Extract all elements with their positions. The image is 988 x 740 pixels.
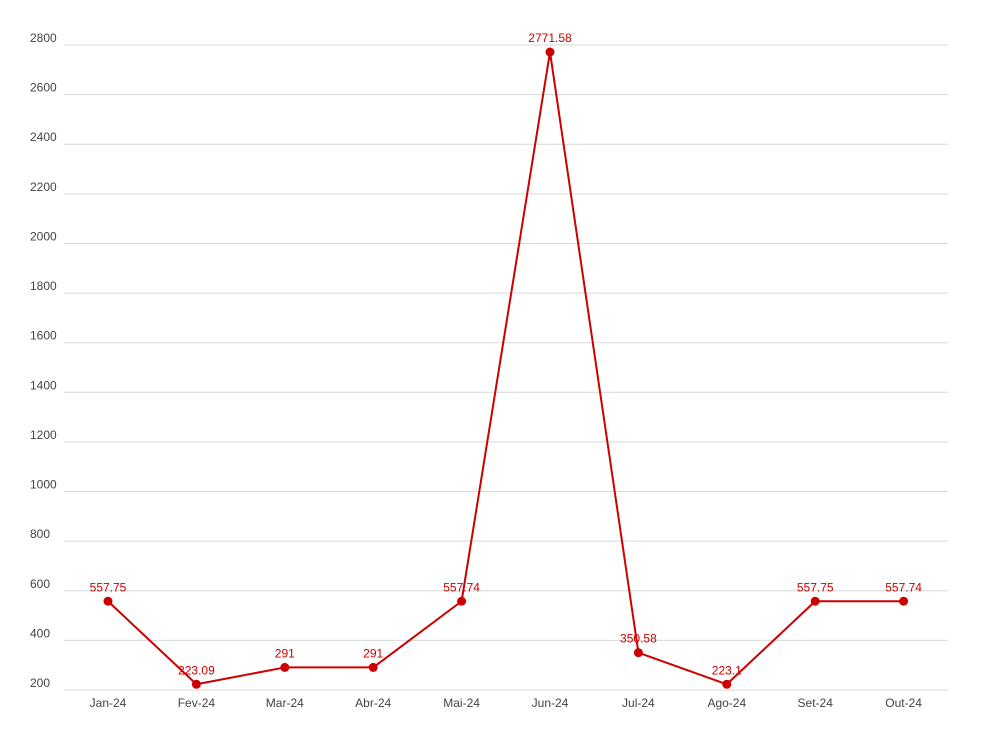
data-label: 350.58 <box>620 632 657 646</box>
data-point <box>368 662 378 672</box>
data-label: 291 <box>363 646 383 660</box>
data-point <box>810 596 820 606</box>
data-points <box>103 47 909 689</box>
y-tick-label: 1000 <box>30 478 57 492</box>
x-tick-label: Jan-24 <box>90 696 127 710</box>
y-tick-label: 1200 <box>30 428 57 442</box>
y-tick-label: 800 <box>30 527 50 541</box>
data-point <box>899 596 909 606</box>
data-point <box>722 679 732 689</box>
y-tick-label: 1600 <box>30 329 57 343</box>
x-tick-label: Mai-24 <box>443 696 480 710</box>
series-line <box>107 51 905 686</box>
x-tick-label: Jul-24 <box>622 696 655 710</box>
y-tick-label: 2400 <box>30 130 57 144</box>
y-tick-label: 1400 <box>30 378 57 392</box>
y-tick-label: 400 <box>30 626 50 640</box>
grid-lines <box>64 44 948 691</box>
data-point <box>103 596 113 606</box>
data-labels: 557.75 223.09 291 291 557.74 2771.58 350.58 223… <box>90 31 923 677</box>
x-tick-label: Ago-24 <box>707 696 746 710</box>
y-tick-label: 200 <box>30 676 50 690</box>
data-point <box>457 596 467 606</box>
y-tick-label: 2200 <box>30 180 57 194</box>
data-label: 557.75 <box>90 580 127 594</box>
y-tick-label: 2000 <box>30 229 57 243</box>
data-label: 557.75 <box>797 580 834 594</box>
data-label: 223.09 <box>178 663 215 677</box>
y-axis-tick-labels: 200 400 600 800 1000 1200 1400 1600 1800 2000 2200… <box>30 31 57 690</box>
data-point <box>280 662 290 672</box>
data-point <box>633 648 643 658</box>
data-label: 557.74 <box>443 580 480 594</box>
series-lines <box>107 51 905 686</box>
data-label: 291 <box>275 646 295 660</box>
x-tick-label: Fev-24 <box>178 696 216 710</box>
y-tick-label: 2600 <box>30 81 57 95</box>
data-label: 223.1 <box>712 663 742 677</box>
x-tick-label: Out-24 <box>885 696 922 710</box>
y-tick-label: 600 <box>30 577 50 591</box>
data-point <box>545 47 555 57</box>
x-axis-tick-labels: Jan-24 Fev-24 Mar-24 Abr-24 Mai-24 Jun-24 Jul-… <box>90 696 923 710</box>
x-tick-label: Abr-24 <box>355 696 391 710</box>
data-label: 2771.58 <box>528 31 572 45</box>
x-tick-label: Jun-24 <box>532 696 569 710</box>
x-tick-label: Set-24 <box>798 696 834 710</box>
y-tick-label: 1800 <box>30 279 57 293</box>
data-point <box>191 679 201 689</box>
x-tick-label: Mar-24 <box>266 696 304 710</box>
data-label: 557.74 <box>885 580 922 594</box>
y-tick-label: 2800 <box>30 31 57 45</box>
